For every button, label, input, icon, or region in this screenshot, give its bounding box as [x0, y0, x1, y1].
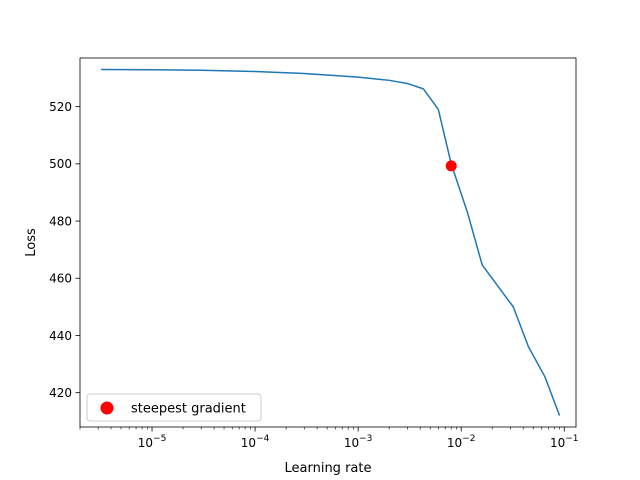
- x-tick-label: 10−2: [447, 434, 476, 450]
- legend-marker: [100, 401, 114, 415]
- y-axis: 420 440 460 480 500 520: [49, 100, 80, 400]
- x-axis-label: Learning rate: [285, 461, 372, 476]
- y-tick-label: 420: [49, 386, 72, 400]
- series-line-0: [101, 68, 561, 416]
- steepest-gradient-point: [445, 160, 457, 172]
- x-tick-label: 10−4: [241, 434, 270, 450]
- plot-area: [79, 57, 577, 428]
- y-tick-label: 480: [49, 214, 72, 228]
- y-axis-label: Loss: [24, 228, 39, 257]
- axes-frame: [79, 57, 577, 428]
- legend-box: [86, 393, 262, 422]
- legend-label: steepest gradient: [131, 402, 246, 417]
- y-tick-label: 500: [49, 157, 72, 171]
- x-tick-label: 10−5: [138, 434, 167, 450]
- y-tick-label: 440: [49, 329, 72, 343]
- legend: steepest gradient: [86, 393, 262, 422]
- x-axis: 10−5 10−4 10−3 10−2 10−1: [79, 427, 579, 450]
- x-tick-label: 10−1: [550, 434, 579, 450]
- x-tick-label: 10−3: [344, 434, 373, 450]
- y-tick-label: 460: [49, 272, 72, 286]
- y-tick-label: 520: [49, 100, 72, 114]
